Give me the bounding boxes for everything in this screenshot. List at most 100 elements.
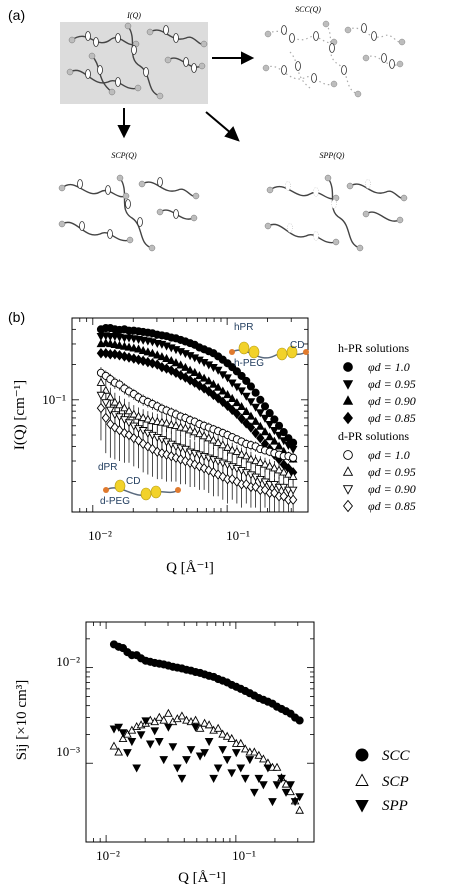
chart2-point bbox=[191, 723, 200, 732]
chart1-point bbox=[289, 453, 298, 462]
chart2-point bbox=[236, 764, 246, 773]
chart1-point bbox=[251, 481, 260, 493]
chart1-point bbox=[152, 416, 162, 425]
chart2-point bbox=[109, 725, 119, 734]
chart1-point bbox=[251, 403, 260, 412]
chart1-point bbox=[242, 376, 251, 385]
panel-a-label: (a) bbox=[8, 7, 25, 23]
chart1-point bbox=[255, 457, 265, 466]
chart2-point bbox=[123, 749, 132, 758]
chart1-point bbox=[218, 396, 228, 408]
chart2-legend-marker bbox=[355, 773, 369, 786]
chart2-point bbox=[150, 717, 160, 726]
chart1-point bbox=[209, 435, 218, 444]
chart1-inset-hpr-label: hPR bbox=[234, 322, 253, 333]
chart1-point bbox=[237, 401, 246, 411]
chart1-point bbox=[105, 339, 115, 348]
chart1-legend-marker bbox=[343, 411, 353, 425]
chart1-point bbox=[260, 459, 270, 468]
chart1-legend-entry-d2: φd = 0.95 bbox=[368, 465, 416, 479]
chart2-xtick-label-1: 10⁻² bbox=[96, 848, 120, 863]
chart1-point bbox=[246, 454, 256, 463]
panel-a-arrows bbox=[117, 51, 255, 142]
chart1-frame bbox=[71, 317, 309, 513]
chart1-legend-marker bbox=[342, 485, 354, 495]
chart1-point bbox=[232, 446, 242, 455]
chart1-point bbox=[190, 427, 200, 436]
chart1-point bbox=[213, 437, 223, 446]
chart1-inset-dpr: dPR d-PEG CD bbox=[98, 462, 181, 507]
spp-title: SPP(Q) bbox=[320, 151, 345, 160]
chart2-point bbox=[222, 731, 232, 740]
chart2-frame bbox=[85, 621, 315, 843]
chart2-point bbox=[213, 764, 223, 773]
chart2-legend-entry-spp: SPP bbox=[382, 798, 408, 814]
chart1-point bbox=[265, 420, 275, 430]
chart1-point bbox=[227, 445, 237, 454]
chart2-ytick-label-1: 10⁻² bbox=[56, 654, 80, 669]
chart1-point bbox=[288, 486, 298, 495]
chart2-point bbox=[164, 723, 173, 732]
chart1-legend-entry-h3: φd = 0.90 bbox=[368, 394, 416, 408]
chart1-point bbox=[148, 416, 157, 425]
chart1-point bbox=[204, 376, 214, 385]
chart1-point bbox=[232, 383, 242, 392]
chart1-point bbox=[101, 385, 111, 394]
chart1-point bbox=[115, 340, 124, 349]
chart1-point bbox=[260, 402, 270, 411]
chart2-point bbox=[136, 731, 146, 740]
chart1-legend-marker bbox=[343, 362, 353, 372]
scp-end-beads bbox=[58, 174, 200, 252]
chart1-point bbox=[232, 408, 242, 419]
chart2-point bbox=[268, 798, 277, 807]
chart1-point bbox=[110, 349, 120, 360]
chart2-point bbox=[200, 749, 209, 758]
chart2-point bbox=[154, 738, 164, 747]
chart2-point bbox=[177, 774, 187, 783]
chart1-inset-hcd-label: CD bbox=[290, 340, 304, 351]
chart1-point bbox=[213, 366, 223, 375]
chart1-point bbox=[199, 373, 209, 382]
chart1-legend-entry-d1: φd = 1.0 bbox=[368, 448, 410, 462]
chart2-point bbox=[114, 747, 124, 756]
chart1-legend-markers bbox=[342, 362, 354, 513]
chart1-legend-group-d: d-PR solutions bbox=[338, 429, 409, 443]
chart1-point bbox=[195, 371, 204, 380]
chart1-point bbox=[176, 360, 186, 369]
chart1-point bbox=[255, 409, 265, 418]
chart2-ytick-label-2: 10⁻³ bbox=[56, 744, 80, 759]
chart1-point bbox=[96, 377, 106, 386]
chart1-point bbox=[129, 409, 139, 418]
chart2-point bbox=[132, 764, 142, 773]
chart2-point bbox=[154, 712, 164, 721]
chart1-point bbox=[176, 422, 186, 431]
chart1-point bbox=[190, 367, 200, 376]
chart1-point bbox=[204, 433, 214, 442]
chart2-point bbox=[118, 729, 128, 738]
chart1-point bbox=[129, 343, 139, 352]
chart2-point bbox=[240, 774, 250, 783]
chart1-point bbox=[288, 471, 298, 480]
chart1-point bbox=[223, 400, 232, 411]
chart2-point bbox=[254, 774, 264, 783]
chart2-point bbox=[254, 750, 264, 759]
chart1-point bbox=[134, 344, 143, 353]
chart1-point bbox=[223, 390, 232, 399]
chart1-point bbox=[96, 391, 106, 400]
chart1-point bbox=[195, 429, 204, 438]
chart1-point bbox=[166, 355, 176, 365]
chart1-point bbox=[101, 412, 111, 424]
chart1-point bbox=[251, 416, 260, 425]
chart2-point bbox=[114, 723, 124, 732]
chart2-point bbox=[209, 774, 218, 783]
chart1-point bbox=[279, 491, 288, 502]
chart1-legend-entry-h2: φd = 0.95 bbox=[368, 377, 416, 391]
chart2-point bbox=[272, 762, 282, 771]
chart1-legend-marker bbox=[342, 395, 354, 405]
iq-end-beads bbox=[66, 22, 208, 100]
chart1-point bbox=[143, 414, 153, 423]
chart1-point bbox=[124, 342, 134, 351]
chart1-point bbox=[143, 347, 153, 356]
chart1-point bbox=[152, 350, 162, 359]
chart1-legend-marker bbox=[343, 450, 353, 460]
